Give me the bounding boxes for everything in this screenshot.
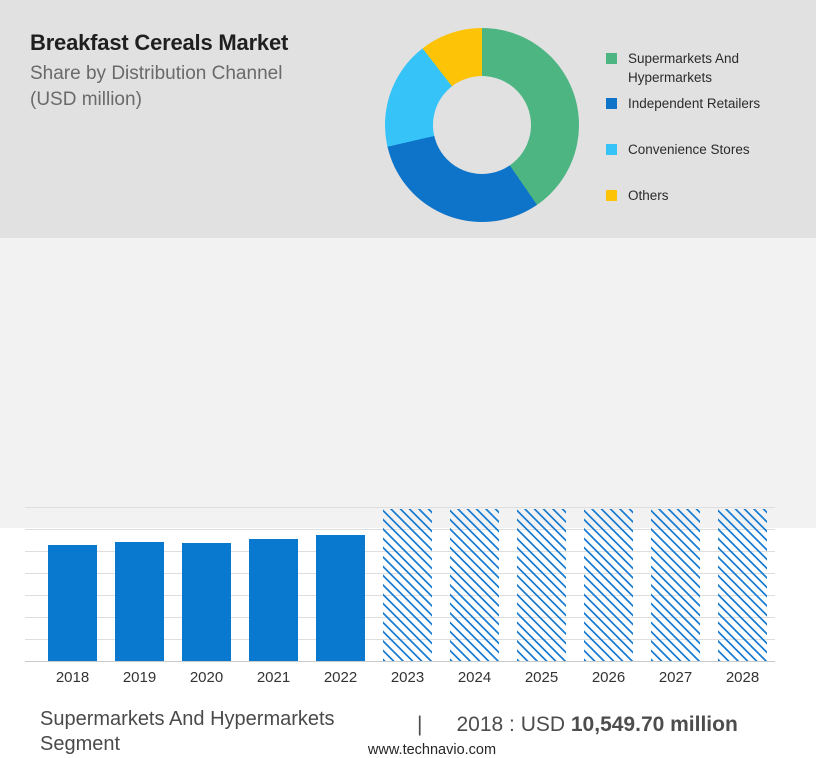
- x-axis-label-2020: 2020: [189, 669, 224, 686]
- legend-label: Others: [628, 188, 669, 203]
- x-axis-label-2018: 2018: [55, 669, 90, 686]
- legend-item-others: Others: [606, 186, 786, 205]
- forecast-bar-2026: [584, 509, 633, 661]
- x-axis-label-2023: 2023: [390, 669, 425, 686]
- page-subtitle: Share by Distribution Channel (USD milli…: [30, 61, 282, 113]
- legend-swatch-blue: [606, 98, 617, 109]
- separator-bar: |: [417, 713, 423, 736]
- bar-plot: [25, 507, 775, 662]
- x-axis-label-2026: 2026: [591, 669, 626, 686]
- x-axis-label-2019: 2019: [122, 669, 157, 686]
- legend-item-convenience-stores: Convenience Stores: [606, 140, 786, 159]
- x-axis-label-2027: 2027: [658, 669, 693, 686]
- x-axis-label-2025: 2025: [524, 669, 559, 686]
- legend-swatch-green: [606, 53, 617, 64]
- x-axis-label-2021: 2021: [256, 669, 291, 686]
- donut-hole: [433, 76, 531, 174]
- x-axis-line: [25, 661, 775, 662]
- x-axis-label-2022: 2022: [323, 669, 358, 686]
- donut-chart: [385, 28, 579, 222]
- legend-label: Independent Retailers: [628, 96, 761, 111]
- forecast-bar-2028: [718, 509, 767, 661]
- bar-chart-section: Supermarkets And Hypermarkets Segment | 2…: [0, 238, 816, 758]
- forecast-bar-2024: [450, 509, 499, 661]
- value-callout: | 2018 : USD 10,549.70 million: [417, 713, 738, 737]
- bar-2018: [48, 545, 97, 661]
- legend-item-supermarkets: Supermarkets And Hypermarkets: [606, 49, 786, 87]
- segment-caption-line-1: Supermarkets And Hypermarkets: [40, 708, 335, 730]
- website-url: www.technavio.com: [367, 742, 497, 758]
- page-title: Breakfast Cereals Market: [30, 30, 289, 55]
- x-axis-label-2024: 2024: [457, 669, 492, 686]
- forecast-bar-2025: [517, 509, 566, 661]
- bar-2020: [182, 543, 231, 661]
- forecast-bar-2023: [383, 509, 432, 661]
- value-prefix: 2018 : USD: [456, 713, 571, 736]
- legend-label: Convenience Stores: [628, 142, 750, 157]
- legend-item-independent-retailers: Independent Retailers: [606, 94, 786, 113]
- bar-2022: [316, 535, 365, 661]
- forecast-bar-2027: [651, 509, 700, 661]
- legend-swatch-yellow: [606, 190, 617, 201]
- header-section: Breakfast Cereals Market Share by Distri…: [0, 0, 816, 238]
- subtitle-line-1: Share by Distribution Channel: [30, 63, 283, 84]
- subtitle-line-2: (USD million): [30, 89, 142, 110]
- bar-2019: [115, 542, 164, 661]
- value-amount: 10,549.70 million: [570, 713, 738, 736]
- legend-swatch-lightblue: [606, 144, 617, 155]
- legend-label: Supermarkets And Hypermarkets: [628, 51, 740, 85]
- gridline: [25, 507, 775, 508]
- bar-2021: [249, 539, 298, 661]
- x-axis-label-2028: 2028: [725, 669, 760, 686]
